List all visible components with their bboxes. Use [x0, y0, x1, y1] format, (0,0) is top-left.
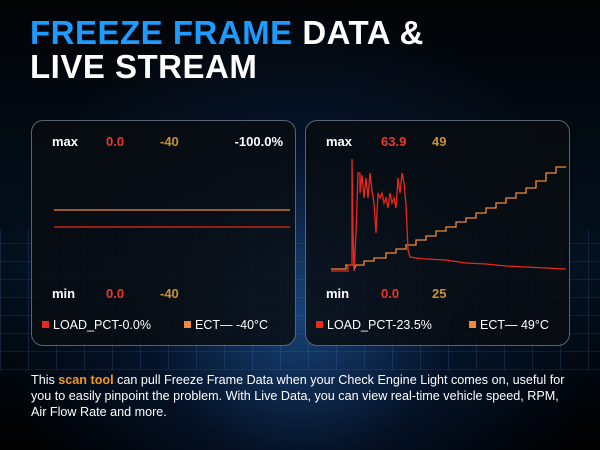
title-accent: FREEZE FRAME	[30, 14, 293, 51]
legend-ect: ECT— -40°C	[184, 318, 268, 332]
title-rest: DATA &	[292, 14, 424, 51]
legend-load: LOAD_PCT-0.0%	[42, 318, 151, 332]
legend-load: LOAD_PCT-23.5%	[316, 318, 432, 332]
max-ect-value: -40	[160, 134, 179, 149]
live-stream-panel: max 63.9 49 min 0.0 25 LOAD_PCT-23.5% EC…	[305, 120, 570, 346]
max-row: max 63.9 49	[306, 134, 569, 150]
scan-tool-highlight: scan tool	[58, 373, 114, 387]
legend-ect: ECT— 49°C	[469, 318, 549, 332]
min-row: min 0.0 -40	[32, 286, 295, 302]
title-line2: LIVE STREAM	[30, 48, 258, 85]
legend: LOAD_PCT-0.0% ECT— -40°C	[42, 318, 289, 336]
max-label: max	[52, 134, 79, 149]
min-load-value: 0.0	[106, 286, 125, 301]
description: This scan tool can pull Freeze Frame Dat…	[31, 373, 565, 419]
page-title: FREEZE FRAME DATA & LIVE STREAM	[30, 16, 424, 84]
freeze-frame-plot	[54, 209, 290, 228]
min-load-value: 0.0	[381, 286, 400, 301]
min-ect-value: 25	[432, 286, 447, 301]
orange-square-icon	[469, 321, 476, 328]
load-line	[331, 158, 566, 272]
ect-stepped-line	[331, 166, 566, 271]
freeze-frame-panel: max 0.0 -40 -100.0% min 0.0 -40 LOAD_PCT…	[31, 120, 296, 346]
max-label: max	[326, 134, 353, 149]
min-row: min 0.0 25	[306, 286, 569, 302]
pct-value: -100.0%	[234, 134, 283, 149]
red-square-icon	[42, 321, 49, 328]
max-ect-value: 49	[432, 134, 447, 149]
live-stream-plot	[331, 158, 566, 272]
legend: LOAD_PCT-23.5% ECT— 49°C	[316, 318, 563, 336]
min-label: min	[52, 286, 76, 301]
red-square-icon	[316, 321, 323, 328]
min-label: min	[326, 286, 350, 301]
orange-square-icon	[184, 321, 191, 328]
max-row: max 0.0 -40 -100.0%	[32, 134, 295, 150]
max-load-value: 0.0	[106, 134, 125, 149]
min-ect-value: -40	[160, 286, 179, 301]
max-load-value: 63.9	[381, 134, 407, 149]
